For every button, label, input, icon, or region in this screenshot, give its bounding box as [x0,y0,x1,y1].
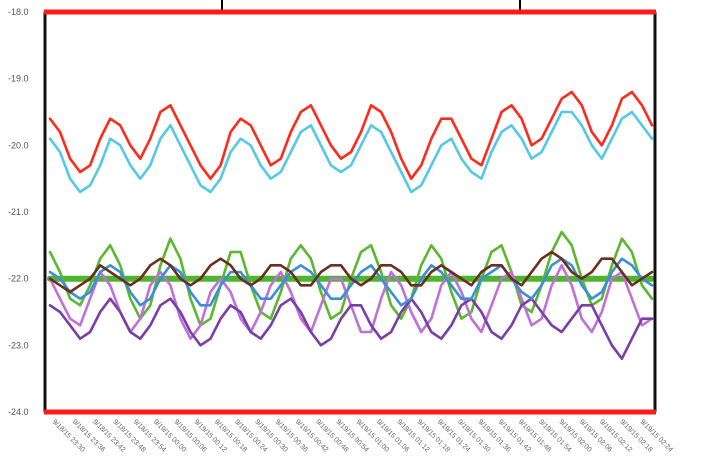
y-tick-label: -21.0 [8,207,29,217]
series-line-6 [48,297,654,361]
series-line-7 [48,250,654,294]
y-tick-label: -24.0 [8,407,29,417]
y-tick-label: -19.0 [8,74,29,84]
y-tick-label: -20.0 [8,140,29,150]
series-line-2 [48,110,654,194]
y-tick-label: -18.0 [8,7,29,17]
y-tick-label: -23.0 [8,340,29,350]
series-line-1 [48,90,654,180]
series-layer [47,90,655,361]
x-axis-ticks: 9/18/15 23:309/18/15 23:369/18/15 23:429… [51,418,674,453]
series-line-4 [48,257,654,307]
y-axis-ticks: -18.0 -19.0 -20.0 -21.0 -22.0 -23.0 -24.0 [8,7,29,417]
plot-frame [43,9,657,415]
y-tick-label: -22.0 [8,274,29,284]
